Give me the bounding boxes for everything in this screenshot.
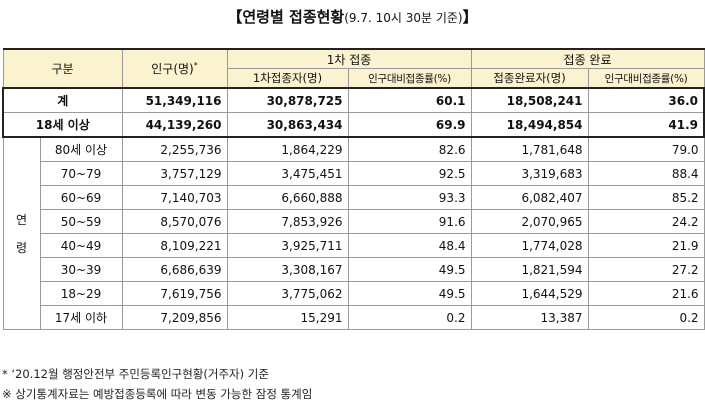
vaccination-table: 구분 인구(명)* 1차 접종 접종 완료 1차접종자(명) 인구대비접종률(%… [2,48,705,330]
cell-complete: 18,494,854 [470,112,589,138]
cell-dose1: 30,878,725 [226,87,349,113]
row-label: 80세 이상 [39,136,123,162]
header-complete-count: 접종완료자(명) [470,68,589,89]
footnote-source: * ‘20.12월 행정안전부 주민등록인구현황(거주자) 기준 [2,367,269,381]
row-label: 30~39 [39,257,123,282]
cell-population: 8,570,076 [121,209,228,234]
table-row: 30~39 6,686,639 3,308,167 49.5 1,821,594… [3,257,705,282]
table-row: 17세 이하 7,209,856 15,291 0.2 13,387 0.2 [3,305,705,330]
cell-complete-rate: 41.9 [587,112,705,138]
cell-dose1-rate: 60.1 [347,87,472,113]
cell-complete-rate: 88.4 [587,161,705,186]
table-row: 40~49 8,109,221 3,925,711 48.4 1,774,028… [3,233,705,258]
cell-dose1: 3,475,451 [226,161,349,186]
title-end: 】 [462,8,478,26]
table-title: 【연령별 접종현황(9.7. 10시 30분 기준)】 [0,6,705,27]
row-label: 18세 이상 [2,112,123,138]
cell-population: 7,619,756 [121,281,228,306]
table-row: 연령 80세 이상 2,255,736 1,864,229 82.6 1,781… [2,136,705,330]
row-label: 계 [2,87,123,113]
table-row: 70~79 3,757,129 3,475,451 92.5 3,319,683… [3,161,705,186]
row-label: 18~29 [39,281,123,306]
row-label: 50~59 [39,209,123,234]
cell-complete-rate: 36.0 [587,87,705,113]
cell-complete: 1,644,529 [470,281,589,306]
table-row: 60~69 7,140,703 6,660,888 93.3 6,082,407… [3,185,705,210]
header-dose1-rate: 인구대비접종률(%) [347,68,472,89]
cell-population: 2,255,736 [121,136,228,162]
table-row-total: 계 51,349,116 30,878,725 60.1 18,508,241 … [2,87,705,113]
row-label: 40~49 [39,233,123,258]
cell-complete-rate: 27.2 [587,257,705,282]
cell-dose1-rate: 92.5 [347,161,472,186]
cell-dose1: 30,863,434 [226,112,349,138]
cell-complete-rate: 21.9 [587,233,705,258]
title-sub: (9.7. 10시 30분 기준) [344,11,463,25]
cell-population: 3,757,129 [121,161,228,186]
header-row-1: 구분 인구(명)* 1차 접종 접종 완료 [2,48,705,89]
cell-dose1-rate: 49.5 [347,257,472,282]
row-label: 60~69 [39,185,123,210]
cell-dose1: 6,660,888 [226,185,349,210]
header-complete: 접종 완료 [470,48,705,69]
cell-dose1: 3,775,062 [226,281,349,306]
footnote-provisional: ※ 상기통계자료는 예방접종등록에 따라 변동 가능한 잠정 통계임 [2,387,313,401]
cell-complete: 1,821,594 [470,257,589,282]
cell-dose1: 3,925,711 [226,233,349,258]
cell-complete-rate: 21.6 [587,281,705,306]
cell-dose1-rate: 82.6 [347,136,472,162]
age-group-label: 연령 [2,136,41,330]
cell-complete-rate: 79.0 [587,136,705,162]
cell-population: 51,349,116 [121,87,228,113]
cell-dose1: 15,291 [226,305,349,330]
cell-population: 8,109,221 [121,233,228,258]
cell-dose1-rate: 48.4 [347,233,472,258]
cell-complete-rate: 0.2 [587,305,705,330]
cell-population: 7,140,703 [121,185,228,210]
cell-dose1-rate: 49.5 [347,281,472,306]
cell-population: 6,686,639 [121,257,228,282]
row-label: 17세 이하 [39,305,123,330]
cell-population: 44,139,260 [121,112,228,138]
cell-dose1: 1,864,229 [226,136,349,162]
table-row-adult: 18세 이상 44,139,260 30,863,434 69.9 18,494… [2,112,705,138]
cell-complete-rate: 85.2 [587,185,705,210]
header-population: 인구(명)* [121,48,228,89]
cell-complete: 1,781,648 [470,136,589,162]
cell-dose1: 3,308,167 [226,257,349,282]
population-footnote-mark: * [193,61,198,70]
title-main: 【연령별 접종현황 [227,8,345,26]
cell-complete: 13,387 [470,305,589,330]
cell-dose1-rate: 0.2 [347,305,472,330]
cell-complete: 2,070,965 [470,209,589,234]
header-row-2: 1차접종자(명) 인구대비접종률(%) 접종완료자(명) 인구대비접종률(%) [3,68,705,89]
cell-dose1: 7,853,926 [226,209,349,234]
cell-dose1-rate: 93.3 [347,185,472,210]
cell-dose1-rate: 69.9 [347,112,472,138]
cell-population: 7,209,856 [121,305,228,330]
header-complete-rate: 인구대비접종률(%) [587,68,705,89]
cell-complete: 3,319,683 [470,161,589,186]
cell-complete-rate: 24.2 [587,209,705,234]
table-row: 18~29 7,619,756 3,775,062 49.5 1,644,529… [3,281,705,306]
cell-complete: 6,082,407 [470,185,589,210]
row-label: 70~79 [39,161,123,186]
cell-complete: 1,774,028 [470,233,589,258]
cell-complete: 18,508,241 [470,87,589,113]
table-row: 50~59 8,570,076 7,853,926 91.6 2,070,965… [3,209,705,234]
header-dose1: 1차 접종 [226,48,472,69]
cell-dose1-rate: 91.6 [347,209,472,234]
age-group-text: 연령 [15,212,28,255]
header-dose1-count: 1차접종자(명) [226,68,349,89]
header-category: 구분 [2,48,123,89]
